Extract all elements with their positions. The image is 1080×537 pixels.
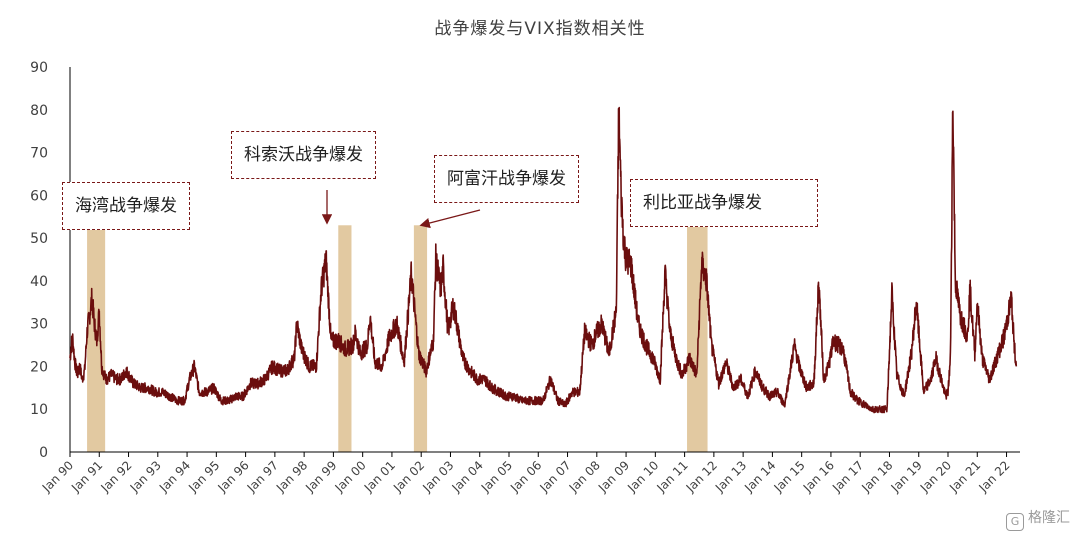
y-tick-label: 80 xyxy=(30,103,48,119)
x-tick-label: Jan 96 xyxy=(215,458,252,495)
x-tick-label: Jan 97 xyxy=(244,458,281,495)
war-band-2 xyxy=(413,225,428,452)
x-tick-label: Jan 01 xyxy=(361,458,398,495)
annotation-gulf-war: 海湾战争爆发 xyxy=(62,182,190,230)
x-tick-label: Jan 05 xyxy=(478,458,515,495)
x-tick-label: Jan 00 xyxy=(332,458,369,495)
x-tick-label: Jan 92 xyxy=(97,458,134,495)
x-tick-label: Jan 03 xyxy=(419,458,456,495)
annotation-afghan-war: 阿富汗战争爆发 xyxy=(434,155,579,203)
x-tick-label: Jan 21 xyxy=(946,458,983,495)
x-tick-label: Jan 02 xyxy=(390,458,427,495)
x-tick-label: Jan 04 xyxy=(449,458,486,495)
y-tick-label: 0 xyxy=(39,445,48,461)
x-tick-label: Jan 19 xyxy=(888,458,925,495)
x-tick-label: Jan 99 xyxy=(302,458,339,495)
x-tick-label: Jan 95 xyxy=(185,458,222,495)
chart-title: 战争爆发与VIX指数相关性 xyxy=(434,19,646,39)
annotation-arrows xyxy=(321,190,481,229)
y-tick-label: 40 xyxy=(30,274,48,290)
vix-line xyxy=(69,106,1018,414)
x-tick-label: Jan 15 xyxy=(771,458,808,495)
y-tick-label: 60 xyxy=(30,188,48,204)
x-tick-label: Jan 98 xyxy=(273,458,310,495)
x-tick-label: Jan 13 xyxy=(712,458,749,495)
war-band-3 xyxy=(687,225,708,452)
x-tick-label: Jan 12 xyxy=(683,458,720,495)
x-tick-label: Jan 08 xyxy=(566,458,603,495)
y-tick-label: 90 xyxy=(30,60,48,76)
y-tick-label: 20 xyxy=(30,359,48,375)
x-tick-label: Jan 18 xyxy=(858,458,895,495)
y-axis: 0 10 20 30 40 50 60 70 80 90 xyxy=(30,60,71,461)
arrow-afghan xyxy=(419,209,481,229)
x-tick-label: Jan 91 xyxy=(68,458,105,495)
annotation-kosovo-war: 科索沃战争爆发 xyxy=(231,131,376,179)
x-tick-label: Jan 09 xyxy=(595,458,632,495)
x-tick-label: Jan 93 xyxy=(127,458,164,495)
watermark-text: 格隆汇 xyxy=(1028,510,1070,526)
x-tick-label: Jan 06 xyxy=(507,458,544,495)
x-tick-label: Jan 07 xyxy=(536,458,573,495)
x-tick-label: Jan 90 xyxy=(39,458,76,495)
annotation-libya-war: 利比亚战争爆发 xyxy=(630,179,818,227)
y-tick-label: 70 xyxy=(30,146,48,162)
x-tick-label: Jan 94 xyxy=(156,458,193,495)
war-band-1 xyxy=(338,225,352,452)
x-tick-label: Jan 10 xyxy=(624,458,661,495)
x-tick-label: Jan 17 xyxy=(829,458,866,495)
war-bands xyxy=(87,225,708,452)
x-tick-label: Jan 14 xyxy=(741,458,778,495)
y-tick-label: 50 xyxy=(30,231,48,247)
g-logo-icon: G xyxy=(1006,513,1024,531)
x-tick-label: Jan 20 xyxy=(917,458,954,495)
x-tick-label: Jan 11 xyxy=(654,458,691,495)
watermark: G 格隆汇 xyxy=(1006,507,1070,531)
x-tick-label: Jan 22 xyxy=(975,458,1012,495)
y-tick-label: 10 xyxy=(30,402,48,418)
y-tick-label: 30 xyxy=(30,317,48,333)
x-tick-label: Jan 16 xyxy=(800,458,837,495)
